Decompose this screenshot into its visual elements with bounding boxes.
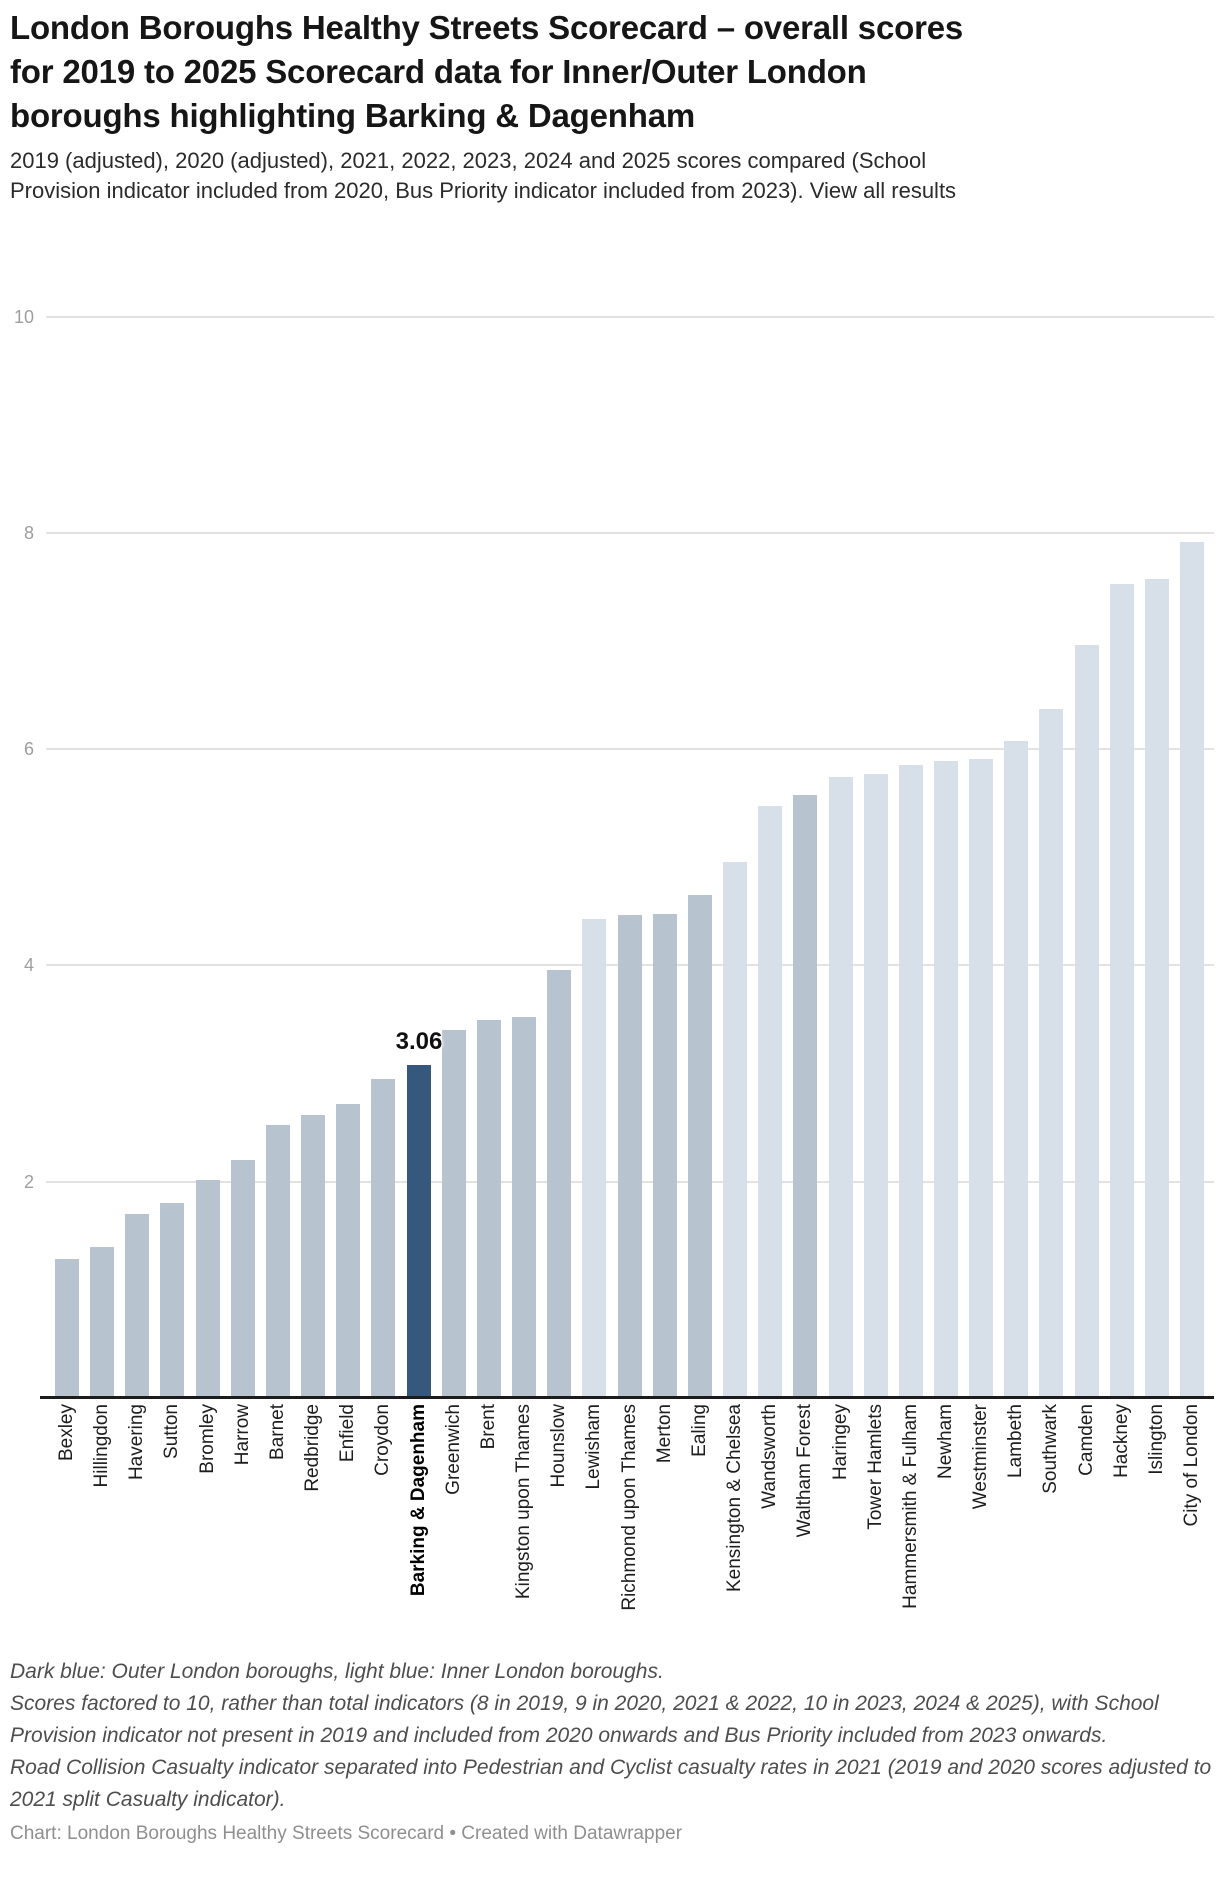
bar-wandsworth[interactable] xyxy=(758,806,782,1396)
gridline-8 xyxy=(46,532,1214,534)
bar-ealing[interactable] xyxy=(688,895,712,1396)
bar-hammersmith-fulham[interactable] xyxy=(899,765,923,1396)
x-axis-label-sutton: Sutton xyxy=(161,1404,182,1459)
bar-harrow[interactable] xyxy=(231,1160,255,1396)
y-axis-tick-10: 10 xyxy=(13,307,34,327)
bar-city-of-london[interactable] xyxy=(1180,542,1204,1396)
bar-waltham-forest[interactable] xyxy=(793,795,817,1396)
y-axis-tick-8: 8 xyxy=(23,523,34,543)
x-axis-label-bromley: Bromley xyxy=(197,1404,218,1474)
bar-enfield[interactable] xyxy=(336,1104,360,1396)
x-axis-label-croydon: Croydon xyxy=(372,1404,393,1476)
y-axis-tick-2: 2 xyxy=(23,1172,34,1192)
legend-note: Dark blue: Outer London boroughs, light … xyxy=(10,1660,664,1683)
chart-subtitle: 2019 (adjusted), 2020 (adjusted), 2021, … xyxy=(10,146,1005,206)
x-axis-label-camden: Camden xyxy=(1076,1404,1097,1476)
bar-bromley[interactable] xyxy=(196,1180,220,1396)
x-axis-label-enfield: Enfield xyxy=(337,1404,358,1463)
bar-camden[interactable] xyxy=(1075,645,1099,1396)
bar-sutton[interactable] xyxy=(160,1203,184,1396)
bar-hackney[interactable] xyxy=(1110,584,1134,1396)
bar-barnet[interactable] xyxy=(266,1125,290,1396)
bar-newham[interactable] xyxy=(934,761,958,1396)
x-axis-label-city-of-london: City of London xyxy=(1181,1404,1202,1527)
page-title: London Boroughs Healthy Streets Scorecar… xyxy=(10,9,964,134)
bar-kingston-upon-thames[interactable] xyxy=(512,1017,536,1396)
casualty-note: Road Collision Casualty indicator separa… xyxy=(10,1756,1212,1811)
x-axis-label-haringey: Haringey xyxy=(830,1404,851,1481)
bar-haringey[interactable] xyxy=(829,777,853,1396)
bar-merton[interactable] xyxy=(653,914,677,1396)
datawrapper-link[interactable]: Datawrapper xyxy=(573,1823,683,1844)
x-axis-label-barnet: Barnet xyxy=(267,1404,288,1460)
x-axis-label-lambeth: Lambeth xyxy=(1005,1404,1026,1478)
bar-brent[interactable] xyxy=(477,1020,501,1396)
x-axis-label-newham: Newham xyxy=(935,1404,956,1479)
bar-barking-dagenham[interactable] xyxy=(407,1065,431,1396)
x-axis-label-barking-dagenham: Barking & Dagenham xyxy=(408,1404,429,1597)
x-axis-label-tower-hamlets: Tower Hamlets xyxy=(865,1404,886,1530)
x-axis-label-kensington-chelsea: Kensington & Chelsea xyxy=(724,1404,745,1593)
bar-islington[interactable] xyxy=(1145,579,1169,1396)
y-axis-tick-4: 4 xyxy=(23,955,34,975)
x-axis-label-havering: Havering xyxy=(126,1404,147,1481)
bar-croydon[interactable] xyxy=(371,1079,395,1396)
x-axis-label-hackney: Hackney xyxy=(1111,1404,1132,1478)
x-axis-label-westminster: Westminster xyxy=(970,1404,991,1510)
gridline-6 xyxy=(46,748,1214,750)
x-axis-label-lewisham: Lewisham xyxy=(583,1404,604,1490)
bar-tower-hamlets[interactable] xyxy=(864,774,888,1396)
gridline-10 xyxy=(46,316,1214,318)
x-axis-label-islington: Islington xyxy=(1146,1404,1167,1475)
byline-prefix: Chart: xyxy=(10,1823,68,1844)
view-all-results-link[interactable]: View all results xyxy=(809,178,957,203)
x-axis-label-redbridge: Redbridge xyxy=(302,1404,323,1492)
x-axis-label-kingston-upon-thames: Kingston upon Thames xyxy=(513,1404,534,1600)
x-axis-label-merton: Merton xyxy=(654,1404,675,1464)
bar-southwark[interactable] xyxy=(1039,709,1063,1396)
bar-lewisham[interactable] xyxy=(582,919,606,1396)
methodology-note: Scores factored to 10, rather than total… xyxy=(10,1692,1159,1747)
bar-westminster[interactable] xyxy=(969,759,993,1396)
chart-byline: Chart: London Boroughs Healthy Streets S… xyxy=(10,1822,1215,1846)
bar-bexley[interactable] xyxy=(55,1259,79,1396)
x-axis-label-hillingdon: Hillingdon xyxy=(91,1404,112,1488)
x-axis-label-richmond-upon-thames: Richmond upon Thames xyxy=(619,1404,640,1611)
bar-havering[interactable] xyxy=(125,1214,149,1396)
x-axis-label-ealing: Ealing xyxy=(689,1404,710,1457)
x-axis-label-bexley: Bexley xyxy=(56,1404,77,1462)
x-axis-label-harrow: Harrow xyxy=(232,1404,253,1466)
byline-separator: • Created with xyxy=(444,1823,574,1844)
chart-footer: Dark blue: Outer London boroughs, light … xyxy=(10,1656,1215,1846)
x-axis-label-hounslow: Hounslow xyxy=(548,1404,569,1488)
bar-hillingdon[interactable] xyxy=(90,1247,114,1396)
bar-kensington-chelsea[interactable] xyxy=(723,862,747,1396)
bar-lambeth[interactable] xyxy=(1004,741,1028,1396)
x-axis-label-greenwich: Greenwich xyxy=(443,1404,464,1495)
x-axis-line xyxy=(40,1396,1214,1399)
x-axis-label-waltham-forest: Waltham Forest xyxy=(794,1404,815,1538)
y-axis-tick-6: 6 xyxy=(23,739,34,759)
bar-richmond-upon-thames[interactable] xyxy=(618,915,642,1396)
highlighted-value-label: 3.06 xyxy=(395,1028,443,1055)
x-axis-label-hammersmith-fulham: Hammersmith & Fulham xyxy=(900,1404,921,1609)
bar-greenwich[interactable] xyxy=(442,1030,466,1396)
byline-source-link[interactable]: London Boroughs Healthy Streets Scorecar… xyxy=(67,1823,445,1844)
x-axis-label-wandsworth: Wandsworth xyxy=(759,1404,780,1509)
subtitle-text: 2019 (adjusted), 2020 (adjusted), 2021, … xyxy=(10,148,927,203)
x-axis-label-brent: Brent xyxy=(478,1404,499,1450)
bar-hounslow[interactable] xyxy=(547,970,571,1396)
bar-redbridge[interactable] xyxy=(301,1115,325,1396)
x-axis-label-southwark: Southwark xyxy=(1040,1404,1061,1494)
